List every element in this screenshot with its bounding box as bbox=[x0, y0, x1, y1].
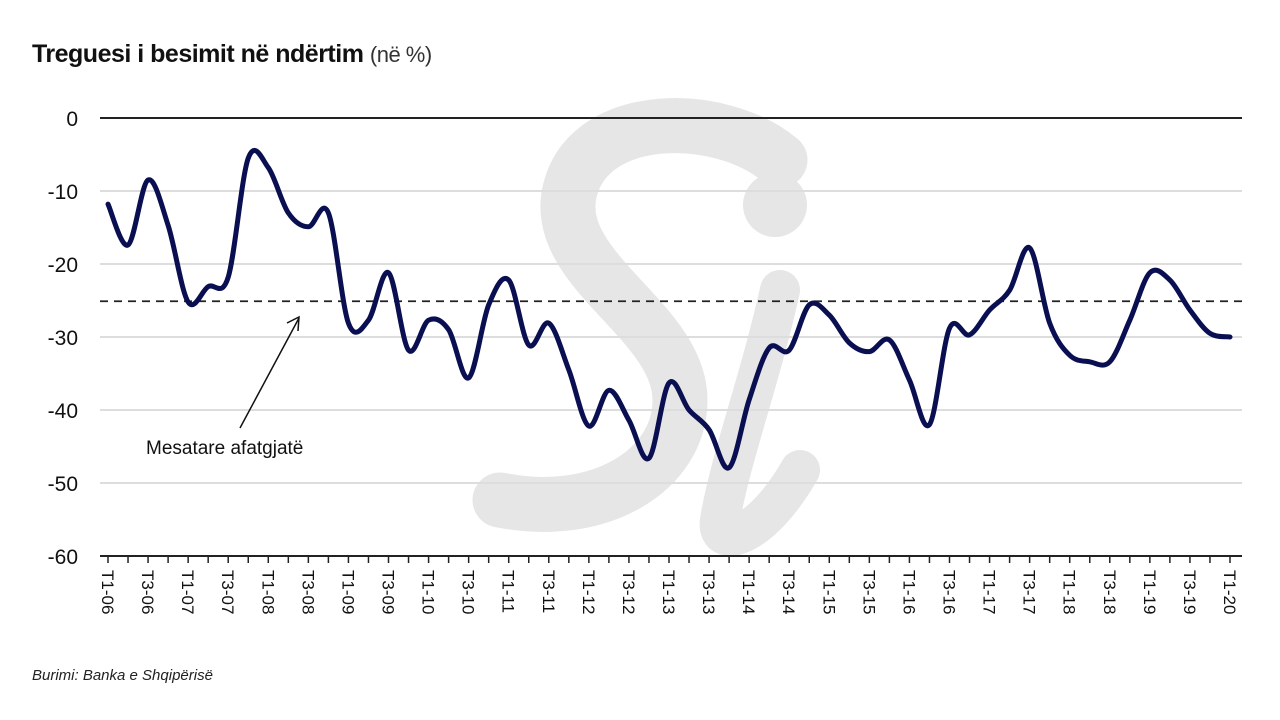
x-tick-label: T3-19 bbox=[1180, 570, 1199, 614]
x-tick-label: T3-07 bbox=[218, 570, 237, 614]
watermark-i-dot bbox=[743, 173, 807, 237]
x-tick-label: T3-13 bbox=[699, 570, 718, 614]
y-tick-label: -10 bbox=[48, 181, 78, 204]
x-tick-label: T1-14 bbox=[739, 570, 758, 614]
x-tick-label: T3-06 bbox=[138, 570, 157, 614]
annotation-arrow bbox=[239, 317, 300, 429]
x-tick-label: T3-15 bbox=[859, 570, 878, 614]
x-tick-label: T1-17 bbox=[980, 570, 999, 614]
y-tick-label: 0 bbox=[66, 108, 78, 131]
x-tick-label: T3-10 bbox=[459, 570, 478, 614]
x-tick-label: T1-08 bbox=[258, 570, 277, 614]
x-tick-label: T3-17 bbox=[1020, 570, 1039, 614]
x-tick-label: T3-16 bbox=[940, 570, 959, 614]
x-tick-label: T1-12 bbox=[579, 570, 598, 614]
x-tick-label: T1-18 bbox=[1060, 570, 1079, 614]
watermark-i-shape bbox=[699, 270, 820, 556]
watermark-s-shape bbox=[472, 98, 808, 532]
x-tick-label: T1-19 bbox=[1140, 570, 1159, 614]
reference-line-label: Mesatare afatgjatë bbox=[146, 438, 303, 459]
x-tick-label: T3-12 bbox=[619, 570, 638, 614]
x-tick-label: T1-13 bbox=[659, 570, 678, 614]
y-tick-label: -30 bbox=[48, 327, 78, 350]
watermark-logo bbox=[472, 98, 820, 556]
x-tick-label: T3-08 bbox=[298, 570, 317, 614]
y-tick-label: -60 bbox=[48, 546, 78, 569]
x-tick-label: T1-20 bbox=[1220, 570, 1239, 614]
x-tick-label: T3-09 bbox=[379, 570, 398, 614]
source-note: Burimi: Banka e Shqipërisë bbox=[32, 667, 213, 684]
x-tick-label: T1-11 bbox=[499, 570, 518, 613]
x-tick-label: T3-14 bbox=[779, 570, 798, 614]
x-tick-label: T1-16 bbox=[899, 570, 918, 614]
x-tick-label: T1-09 bbox=[338, 570, 357, 614]
x-tick-label: T1-06 bbox=[98, 570, 117, 614]
x-tick-label: T1-07 bbox=[178, 570, 197, 614]
y-tick-label: -40 bbox=[48, 400, 78, 423]
x-tick-label: T1-10 bbox=[419, 570, 438, 614]
arrow-head-icon bbox=[286, 315, 300, 332]
title-main: Treguesi i besimit në ndërtim bbox=[32, 40, 364, 68]
chart-title: Treguesi i besimit në ndërtim (në %) bbox=[32, 40, 432, 69]
x-tick-label: T3-11 bbox=[539, 570, 558, 613]
x-tick-label: T3-18 bbox=[1100, 570, 1119, 614]
x-tick-label: T1-15 bbox=[819, 570, 838, 614]
y-tick-label: -20 bbox=[48, 254, 78, 277]
title-unit: (në %) bbox=[369, 42, 432, 67]
y-tick-label: -50 bbox=[48, 473, 78, 496]
